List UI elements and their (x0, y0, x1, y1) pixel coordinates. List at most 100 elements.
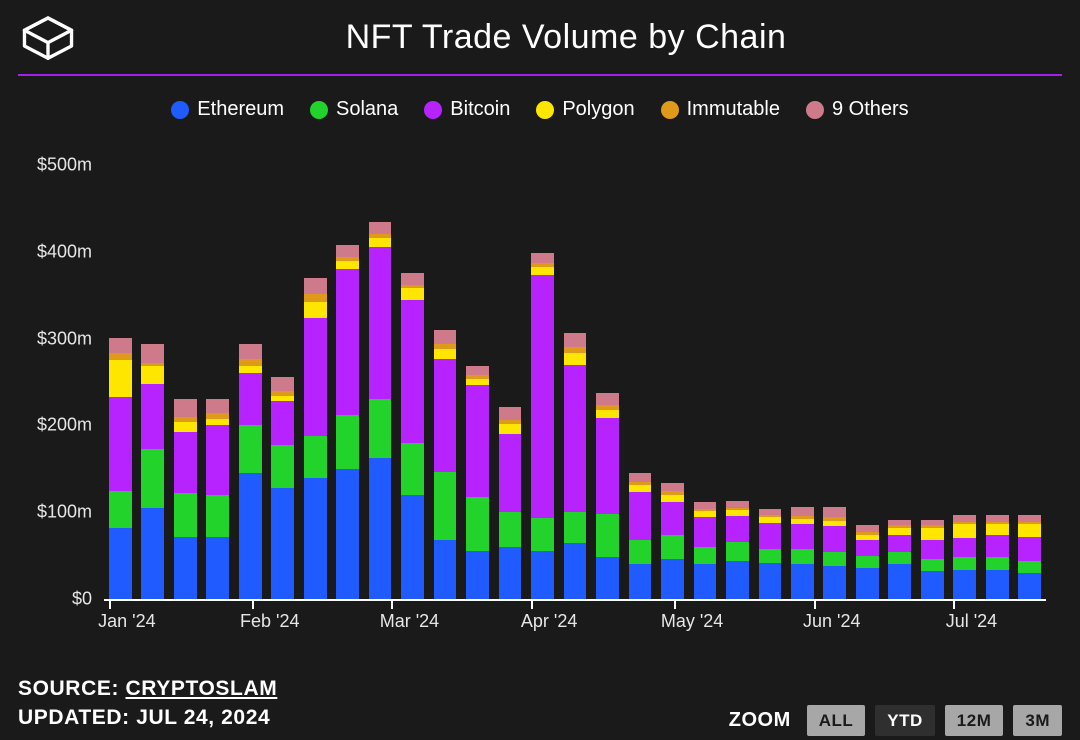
bar-segment-bitcoin (206, 425, 229, 494)
legend-item[interactable]: Polygon (536, 98, 634, 121)
bar-segment-solana (791, 549, 814, 565)
bar-segment-solana (271, 445, 294, 488)
bar-segment-solana (109, 491, 132, 528)
source-label: SOURCE: (18, 677, 119, 700)
y-tick-label: $0 (24, 589, 102, 610)
source-value[interactable]: CRYPTOSLAM (125, 677, 277, 700)
bar-column[interactable] (791, 507, 814, 599)
bar-segment-bitcoin (986, 535, 1009, 558)
bar-column[interactable] (823, 507, 846, 599)
bar-column[interactable] (921, 520, 944, 599)
legend-swatch (310, 101, 328, 119)
bar-segment-others (206, 399, 229, 413)
bar-column[interactable] (239, 344, 262, 599)
bar-segment-ethereum (694, 564, 717, 599)
bar-segment-others (174, 399, 197, 416)
bar-column[interactable] (726, 501, 749, 599)
bar-segment-bitcoin (759, 523, 782, 549)
bar-column[interactable] (596, 393, 619, 599)
bar-column[interactable] (206, 399, 229, 599)
bar-column[interactable] (856, 525, 879, 599)
bar-column[interactable] (1018, 515, 1041, 599)
legend-item[interactable]: Bitcoin (424, 98, 510, 121)
bar-segment-polygon (953, 524, 976, 538)
x-tick-mark (391, 599, 393, 609)
legend-item[interactable]: Solana (310, 98, 398, 121)
bar-segment-others (726, 501, 749, 508)
bar-segment-solana (499, 512, 522, 547)
legend-item[interactable]: Immutable (661, 98, 780, 121)
legend-label: Immutable (687, 98, 780, 121)
legend-item[interactable]: 9 Others (806, 98, 909, 121)
bar-column[interactable] (661, 483, 684, 599)
bar-segment-bitcoin (791, 524, 814, 548)
y-tick-label: $100m (24, 502, 102, 523)
bar-segment-bitcoin (304, 318, 327, 436)
zoom-controls: ZOOM ALLYTD12M3M (729, 709, 1062, 732)
bar-column[interactable] (499, 407, 522, 599)
bar-column[interactable] (304, 278, 327, 599)
bar-segment-polygon (629, 485, 652, 492)
zoom-label: ZOOM (729, 709, 791, 732)
bar-segment-solana (531, 518, 554, 551)
x-tick-mark (674, 599, 676, 609)
bar-segment-others (271, 377, 294, 391)
bar-segment-bitcoin (726, 516, 749, 542)
bar-column[interactable] (434, 330, 457, 599)
bar-segment-solana (141, 449, 164, 508)
bar-segment-solana (596, 514, 619, 557)
bar-segment-polygon (888, 528, 911, 535)
bar-column[interactable] (401, 273, 424, 599)
bar-column[interactable] (174, 399, 197, 599)
zoom-button-12m[interactable]: 12M (945, 705, 1004, 736)
bar-segment-solana (726, 542, 749, 561)
bar-segment-solana (1018, 561, 1041, 573)
bar-segment-others (109, 338, 132, 354)
bar-segment-bitcoin (109, 397, 132, 491)
bar-segment-bitcoin (271, 401, 294, 444)
bar-column[interactable] (986, 515, 1009, 599)
bar-segment-bitcoin (174, 432, 197, 493)
bar-column[interactable] (564, 333, 587, 599)
bar-segment-solana (466, 497, 489, 551)
bar-segment-others (304, 278, 327, 294)
zoom-button-3m[interactable]: 3M (1013, 705, 1062, 736)
bar-segment-solana (888, 552, 911, 564)
bar-column[interactable] (629, 473, 652, 599)
bar-segment-bitcoin (239, 373, 262, 425)
bar-column[interactable] (759, 509, 782, 599)
bar-column[interactable] (109, 338, 132, 599)
bar-segment-others (953, 515, 976, 522)
bar-column[interactable] (369, 222, 392, 600)
bar-segment-bitcoin (629, 492, 652, 540)
bar-segment-others (564, 333, 587, 347)
x-tick-label: Mar '24 (380, 611, 439, 632)
bar-segment-others (661, 483, 684, 492)
bar-column[interactable] (271, 377, 294, 599)
bar-column[interactable] (694, 502, 717, 599)
bar-column[interactable] (466, 366, 489, 599)
legend-item[interactable]: Ethereum (171, 98, 284, 121)
bar-segment-polygon (239, 366, 262, 373)
bar-column[interactable] (953, 515, 976, 599)
zoom-button-ytd[interactable]: YTD (875, 705, 935, 736)
bar-column[interactable] (336, 245, 359, 599)
zoom-button-all[interactable]: ALL (807, 705, 866, 736)
bar-segment-others (369, 222, 392, 234)
bar-segment-solana (953, 557, 976, 569)
bar-segment-ethereum (759, 563, 782, 599)
y-tick-label: $200m (24, 415, 102, 436)
header-divider (18, 74, 1062, 76)
x-tick-mark (252, 599, 254, 609)
bar-segment-polygon (564, 353, 587, 365)
bar-column[interactable] (888, 520, 911, 599)
bar-segment-ethereum (174, 537, 197, 599)
bar-segment-bitcoin (921, 540, 944, 559)
bar-column[interactable] (531, 253, 554, 599)
bar-chart (104, 139, 1046, 599)
bar-segment-polygon (304, 302, 327, 318)
bar-segment-bitcoin (336, 269, 359, 415)
bar-segment-ethereum (109, 528, 132, 599)
legend-swatch (806, 101, 824, 119)
bar-column[interactable] (141, 344, 164, 599)
